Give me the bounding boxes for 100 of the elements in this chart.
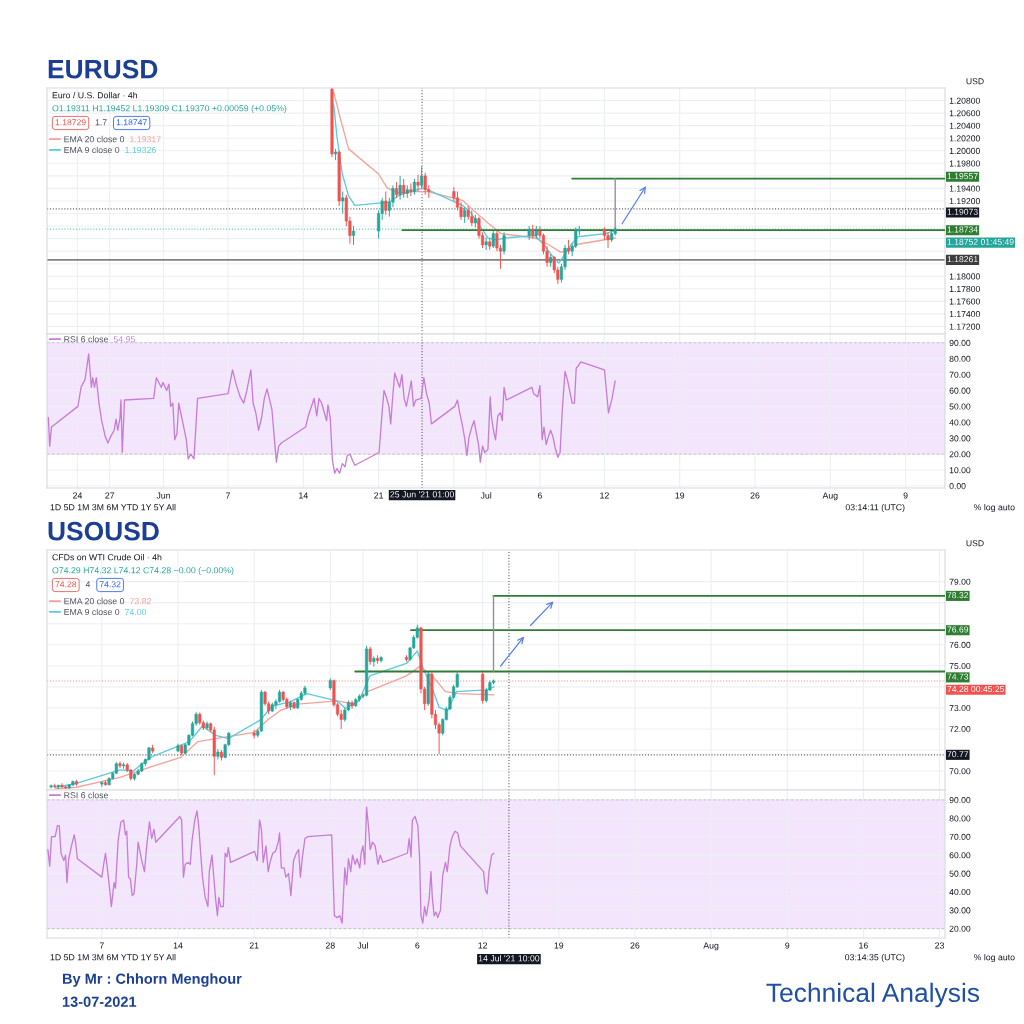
y-tick-label: 1.17600 bbox=[949, 298, 980, 305]
y-tick-label: 70.00 bbox=[949, 371, 971, 378]
x-tick-label: 6 bbox=[415, 942, 420, 949]
chart-subtitle: Euro / U.S. Dollar · 4h bbox=[52, 91, 138, 99]
annotation: 73.82 bbox=[129, 598, 151, 605]
y-tick-label: 1.18000 bbox=[949, 273, 980, 280]
y-tick-label: 79.00 bbox=[949, 578, 971, 585]
text: % log auto bbox=[973, 953, 1015, 963]
text: USD bbox=[966, 78, 984, 85]
y-tick-label: 72.00 bbox=[949, 726, 971, 733]
legend-label: EMA 20 close 0 bbox=[64, 135, 125, 143]
y-tick-label: 73.00 bbox=[949, 705, 971, 712]
legend-label: RSI 6 close bbox=[64, 791, 109, 799]
y-tick-label: 1.20600 bbox=[949, 110, 980, 117]
y-tick-label: 20.00 bbox=[949, 925, 971, 932]
y-tick-label: 40.00 bbox=[949, 419, 971, 426]
text: Technical Analysis bbox=[766, 982, 980, 1008]
y-tick-label: 1.19200 bbox=[949, 198, 980, 205]
x-tick-label: Jun bbox=[156, 492, 170, 499]
y-tick-label: 1.17200 bbox=[949, 323, 980, 330]
y-tick-label: 70.00 bbox=[949, 833, 971, 840]
text: 1D 5D 1M 3M 6M YTD 1Y 5Y All bbox=[50, 503, 176, 511]
x-tick-label: 21 bbox=[374, 492, 384, 499]
text: USD bbox=[966, 540, 984, 547]
annotation: 74.32 bbox=[99, 581, 121, 588]
y-tick-label: 0.00 bbox=[949, 483, 966, 490]
ref-line-label: 14 Jul '21 10:00 bbox=[478, 955, 540, 962]
legend-label: EMA 9 close 0 bbox=[64, 608, 120, 616]
y-tick-label: 1.20800 bbox=[949, 97, 980, 104]
text: 03:14:35 (UTC) bbox=[845, 953, 905, 963]
chart-subtitle: CFDs on WTI Crude Oil · 4h bbox=[52, 553, 162, 561]
annotation: 1.18729 bbox=[55, 119, 86, 126]
y-tick-label: 30.00 bbox=[949, 435, 971, 442]
y-tick-label: 1.17800 bbox=[949, 285, 980, 293]
y-tick-label: 1.19800 bbox=[949, 160, 980, 167]
x-tick-label: 9 bbox=[785, 942, 790, 949]
y-tick-label: 70.00 bbox=[949, 768, 971, 775]
y-tick-label: 1.19400 bbox=[949, 185, 980, 192]
y-tick-label: 1.20200 bbox=[949, 135, 980, 142]
x-tick-label: Jul bbox=[357, 942, 368, 949]
text: 1D 5D 1M 3M 6M YTD 1Y 5Y All bbox=[50, 953, 176, 961]
data-label: 78.32 bbox=[947, 592, 969, 599]
y-tick-label: 50.00 bbox=[949, 870, 971, 877]
x-tick-label: 14 bbox=[173, 942, 183, 949]
data-label: 1.18734 bbox=[947, 226, 978, 233]
x-tick-label: 26 bbox=[750, 492, 760, 499]
x-tick-label: 7 bbox=[226, 492, 231, 499]
ref-line-label: 70.77 bbox=[947, 751, 969, 758]
ref-line-label: 74.28 00:45:25 bbox=[947, 685, 1005, 693]
y-tick-label: 60.00 bbox=[949, 852, 971, 859]
annotation: 1.19317 bbox=[130, 136, 161, 143]
annotation: O74.29 H74.32 L74.12 C74.28 −0.00 (−0.00%) bbox=[52, 566, 234, 576]
x-tick-label: 7 bbox=[99, 942, 104, 949]
legend-label: EMA 9 close 0 bbox=[64, 146, 120, 154]
x-tick-label: 14 bbox=[299, 492, 308, 499]
y-tick-label: 40.00 bbox=[949, 888, 971, 896]
x-tick-label: 27 bbox=[105, 492, 115, 499]
y-tick-label: 90.00 bbox=[949, 339, 971, 346]
x-tick-label: 26 bbox=[630, 942, 640, 949]
ref-line-label: 1.18752 01:45:49 bbox=[947, 238, 1014, 245]
y-tick-label: 76.00 bbox=[949, 641, 971, 648]
annotation: 1.7 bbox=[95, 119, 107, 126]
text: By Mr : Chhorn Menghour bbox=[62, 973, 242, 987]
legend-label: EMA 20 close 0 bbox=[64, 597, 125, 605]
ref-line-label: 1.18261 bbox=[947, 256, 978, 263]
data-label: 76.69 bbox=[947, 626, 969, 633]
y-tick-label: 80.00 bbox=[949, 355, 971, 362]
x-tick-label: 6 bbox=[537, 492, 542, 499]
y-tick-label: 75.00 bbox=[949, 662, 971, 669]
x-tick-label: 24 bbox=[73, 492, 83, 499]
x-tick-label: 23 bbox=[935, 942, 945, 949]
y-tick-label: 10.00 bbox=[949, 467, 971, 474]
y-tick-label: 30.00 bbox=[949, 907, 971, 914]
text: % log auto bbox=[973, 503, 1015, 513]
chart-title: EURUSD bbox=[48, 59, 158, 79]
x-tick-label: Aug bbox=[822, 492, 838, 501]
legend-label: RSI 6 close bbox=[64, 335, 109, 343]
y-tick-label: 50.00 bbox=[949, 403, 971, 410]
annotation: 1.19326 bbox=[125, 146, 156, 154]
y-tick-label: 60.00 bbox=[949, 387, 971, 394]
y-tick-label: 20.00 bbox=[949, 451, 971, 458]
data-label: 1.19557 bbox=[947, 173, 978, 180]
annotation: 74.28 bbox=[55, 581, 77, 588]
ref-line-label: 1.19073 bbox=[947, 208, 978, 215]
annotation: 4 bbox=[85, 581, 91, 588]
annotation: 74.00 bbox=[125, 608, 147, 616]
annotation: 1.18747 bbox=[116, 119, 147, 126]
annotation: O1.19311 H1.19452 L1.19309 C1.19370 +0.00059 (+0.05%) bbox=[52, 104, 287, 114]
y-tick-label: 1.17400 bbox=[949, 311, 980, 318]
x-tick-label: 16 bbox=[859, 942, 868, 949]
x-tick-label: 21 bbox=[249, 942, 259, 949]
annotation: 54.95 bbox=[113, 336, 135, 343]
ref-line-label: 25 Jun '21 01:00 bbox=[390, 491, 454, 498]
text: 13-07-2021 bbox=[62, 996, 137, 1007]
y-tick-label: 90.00 bbox=[949, 797, 971, 804]
x-tick-label: 19 bbox=[554, 942, 564, 949]
x-tick-label: 12 bbox=[478, 942, 488, 949]
y-tick-label: 1.20000 bbox=[949, 147, 980, 154]
x-tick-label: Aug bbox=[703, 942, 719, 951]
x-tick-label: 12 bbox=[600, 492, 609, 499]
